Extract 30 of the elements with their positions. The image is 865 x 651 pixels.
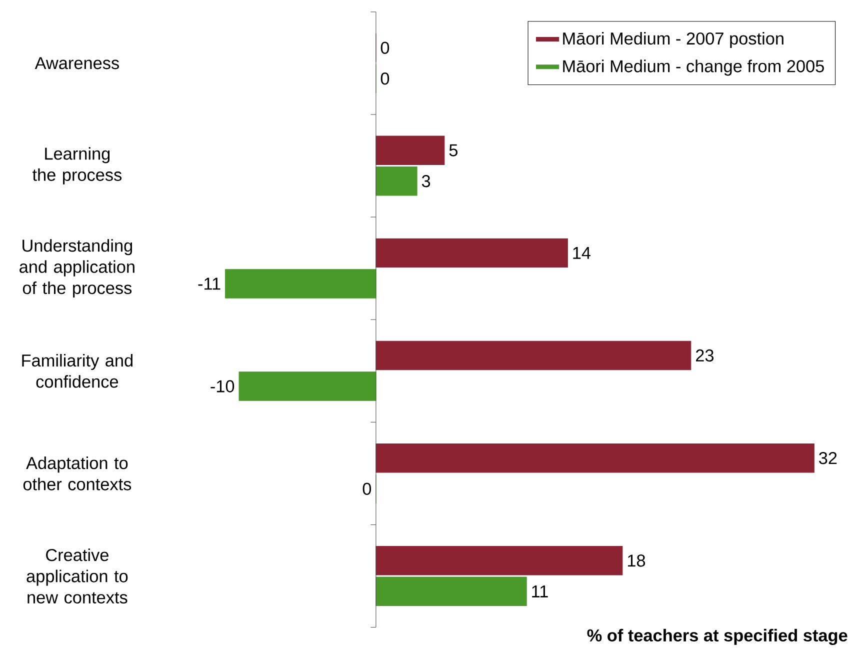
data-label: 5 [449, 144, 458, 156]
y-tick-label: Understanding and application of the process [20, 239, 134, 298]
data-label: 0 [380, 42, 390, 54]
bar [376, 238, 568, 268]
x-axis-title: % of teachers at specified stage [587, 628, 848, 645]
data-label: 23 [696, 349, 714, 362]
bar [376, 576, 527, 606]
bar [376, 136, 445, 165]
data-label: 3 [422, 175, 430, 188]
legend-label: Māori Medium - 2007 postion [563, 32, 784, 48]
data-label: 32 [819, 452, 837, 464]
bar [376, 546, 623, 576]
data-label: -11 [198, 278, 220, 290]
bar [376, 166, 418, 196]
y-tick-label: Familiarity and confidence [22, 354, 132, 388]
data-label: 0 [380, 72, 390, 85]
data-label: 0 [362, 482, 372, 495]
data-label: 11 [532, 585, 548, 598]
y-tick-label: Creative application to new contexts [26, 548, 128, 604]
bar [225, 269, 376, 298]
data-label: 18 [628, 554, 646, 567]
y-tick-label: Adaptation to other contexts [23, 456, 132, 490]
bar [376, 340, 692, 370]
y-tick-label: Learning the process [32, 147, 122, 184]
bar [238, 372, 376, 401]
bar [376, 443, 814, 473]
data-label: -10 [210, 380, 234, 392]
legend-label: Māori Medium - change from 2005 [563, 60, 824, 76]
data-label: 14 [573, 246, 591, 259]
y-tick-label: Awareness [34, 57, 119, 70]
